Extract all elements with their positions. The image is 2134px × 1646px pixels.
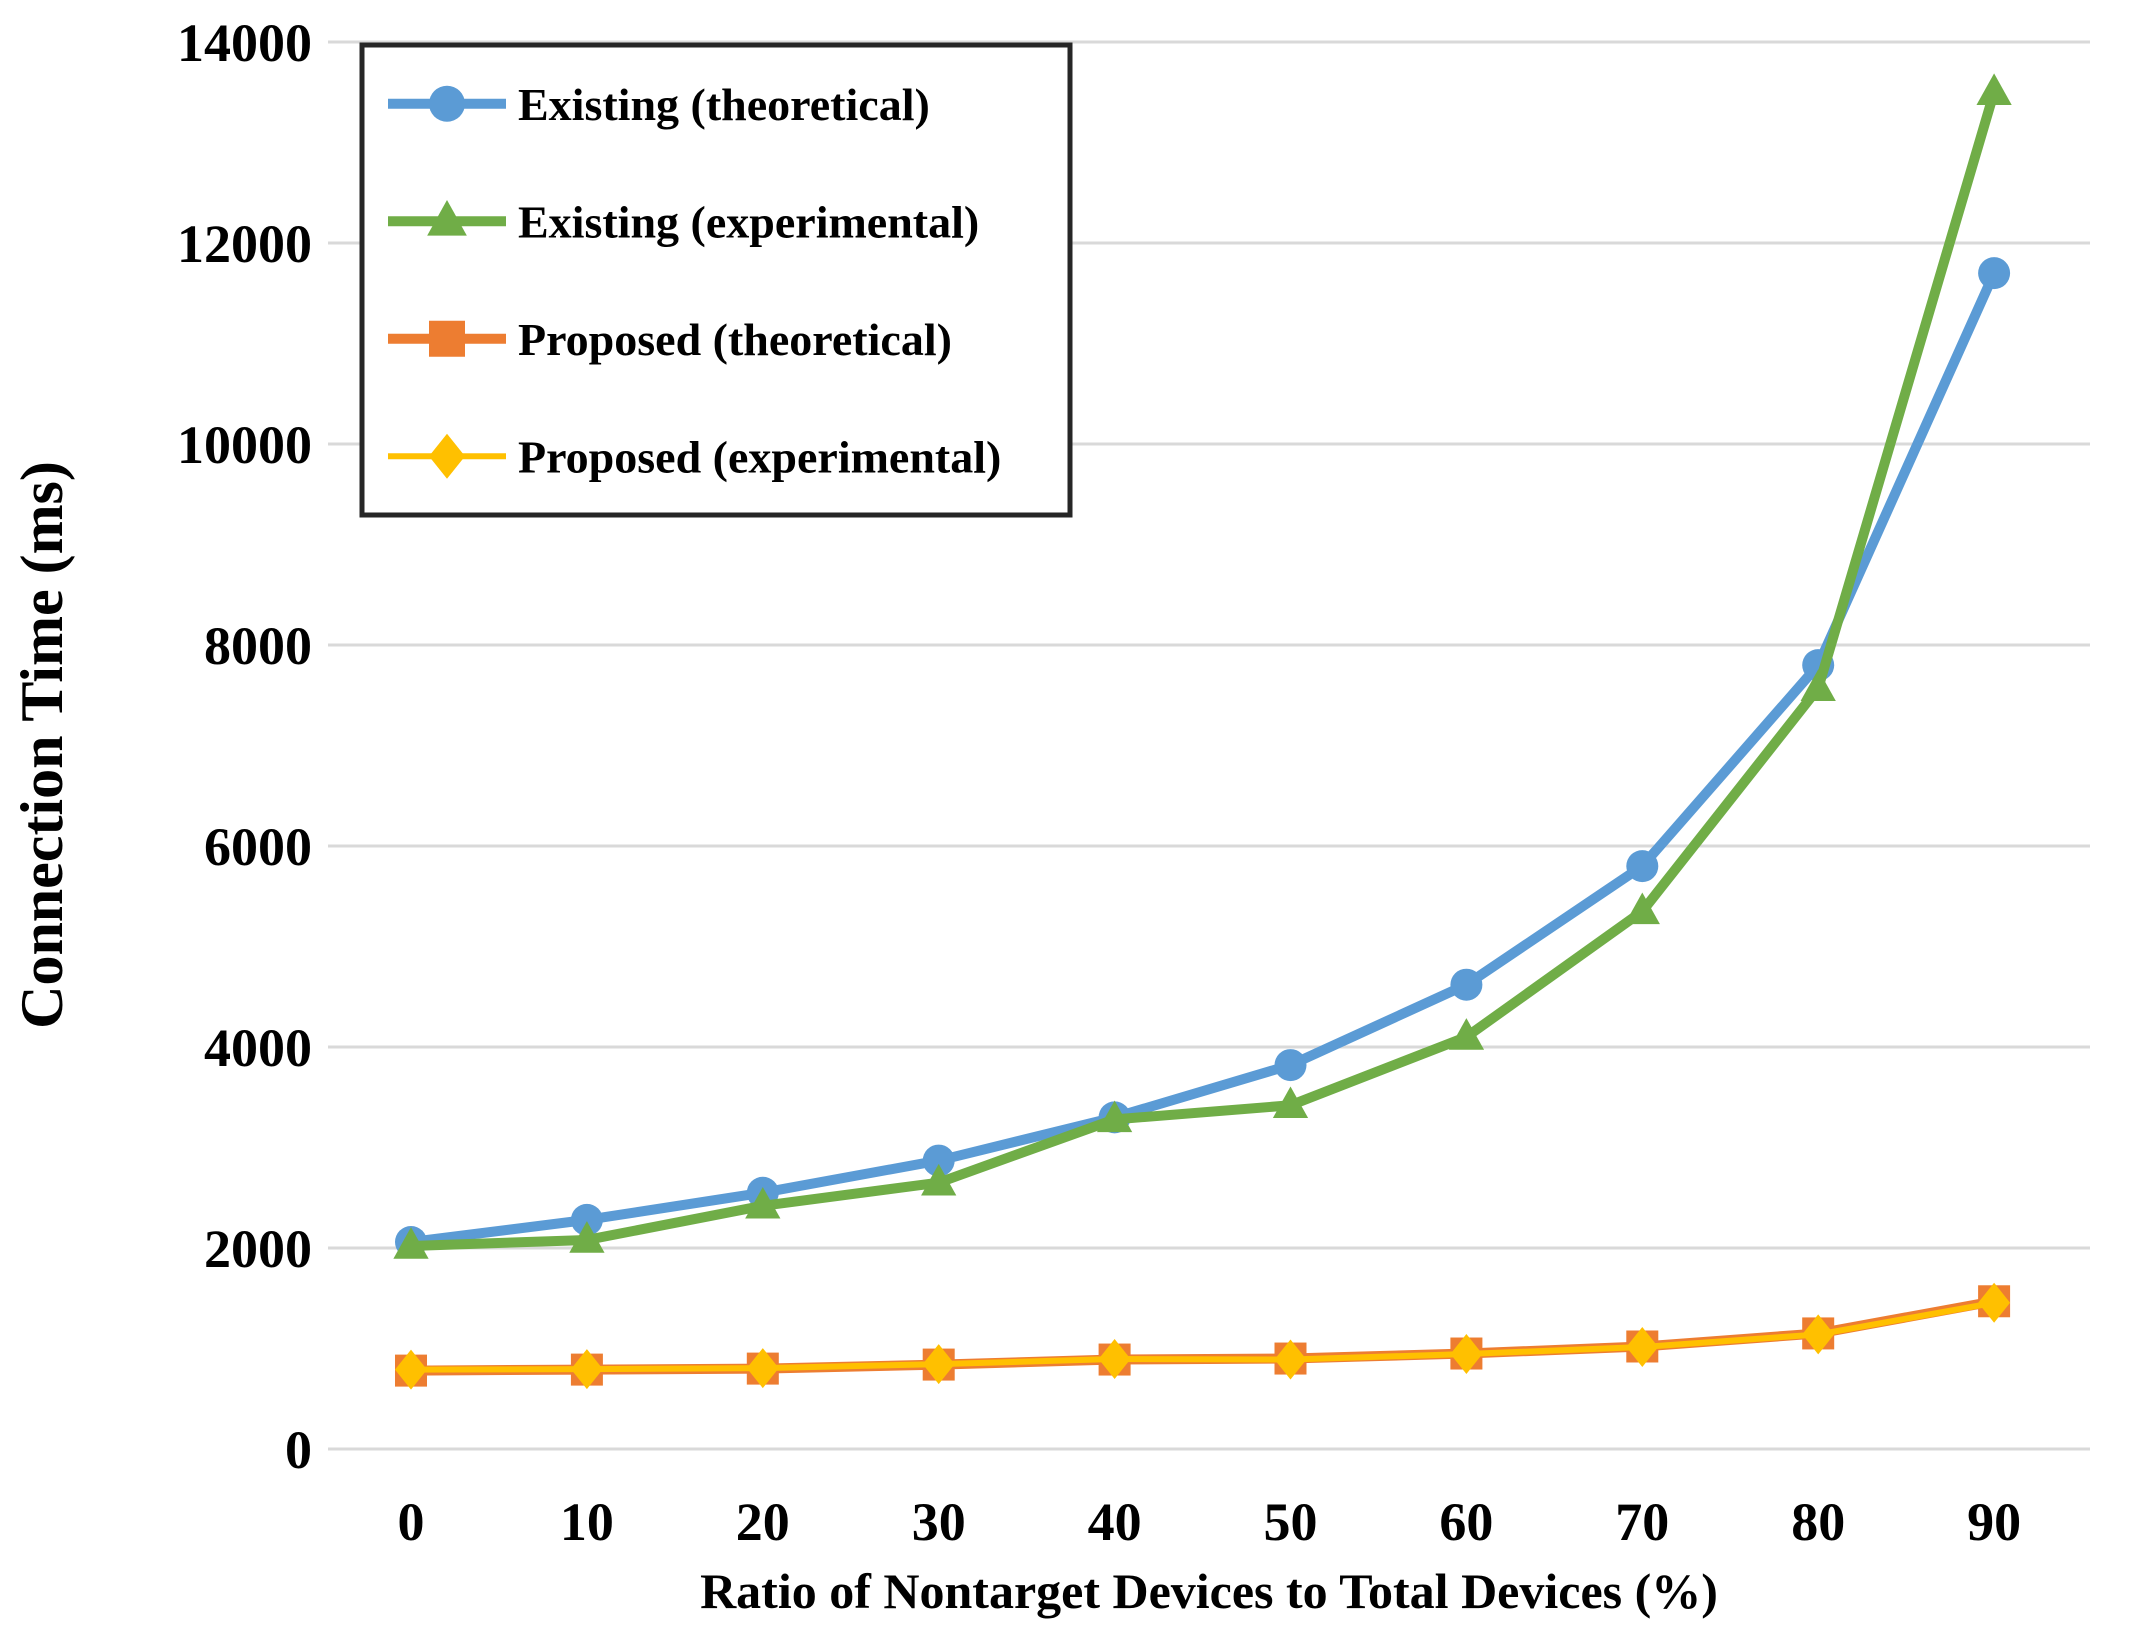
legend-marker-circle-icon [429,85,465,122]
marker-existing-experimental [921,1163,957,1196]
y-tick-label: 14000 [177,13,312,73]
y-axis-title: Connection Time (ms) [9,461,75,1029]
x-tick-label: 40 [1088,1492,1142,1552]
x-tick-label: 80 [1791,1492,1845,1552]
series-line-existing-theoretical [406,268,2000,1247]
series-group [393,73,2012,1390]
legend-item-existing-experimental: Existing (experimental) [388,196,979,247]
marker-existing-theoretical [1450,968,1483,1001]
x-tick-label: 90 [1967,1492,2021,1552]
marker-existing-theoretical [1626,850,1659,883]
y-tick-label: 6000 [204,817,312,877]
y-tick-label: 2000 [204,1219,312,1279]
series-proposed-experimental [395,1282,2011,1390]
marker-existing-experimental [569,1221,605,1253]
legend-label-proposed-theoretical: Proposed (theoretical) [518,314,952,365]
marker-existing-experimental [1624,892,1660,925]
legend: Existing (theoretical) Existing (experime… [359,42,1073,518]
legend-marker-diamond-icon [429,433,465,479]
marker-existing-experimental [745,1186,781,1219]
marker-proposed-experimental [1274,1339,1307,1380]
legend-label-proposed-experimental: Proposed (experimental) [518,431,1001,482]
marker-existing-theoretical [1978,257,2011,290]
y-tick-label: 12000 [177,214,312,274]
y-tick-label: 8000 [204,616,312,676]
x-tick-label: 70 [1615,1492,1669,1552]
marker-existing-experimental [1272,1086,1309,1119]
marker-existing-experimental [1800,669,1836,701]
y-tick-label: 0 [285,1420,312,1480]
legend-marker-square-icon [429,320,465,357]
marker-existing-experimental [1448,1018,1485,1050]
marker-existing-theoretical [570,1203,603,1236]
legend-item-proposed-theoretical: Proposed (theoretical) [388,314,952,365]
y-tick-label: 4000 [204,1018,312,1078]
marker-proposed-experimental [746,1348,779,1389]
x-tick-label: 60 [1439,1492,1493,1552]
x-axis-tick-labels: 0 10 20 30 40 50 60 70 80 90 [398,1492,2022,1552]
marker-existing-theoretical [1274,1049,1307,1082]
marker-proposed-experimental [1098,1339,1131,1380]
marker-existing-theoretical [922,1144,955,1177]
x-tick-label: 30 [912,1492,966,1552]
series-line-proposed-experimental [408,1299,1998,1373]
x-tick-label: 10 [560,1492,614,1552]
marker-existing-experimental [1976,73,2012,106]
marker-existing-experimental [1096,1100,1133,1133]
marker-proposed-experimental [1626,1326,1659,1367]
x-tick-label: 0 [398,1492,425,1552]
x-tick-label: 20 [736,1492,790,1552]
legend-marker-triangle-icon [427,200,467,236]
marker-proposed-experimental [1802,1314,1835,1355]
legend-label-existing-theoretical: Existing (theoretical) [518,79,930,130]
series-existing-experimental [393,73,2012,1259]
y-axis-tick-labels: 0 2000 4000 6000 8000 10000 12000 14000 [177,13,312,1480]
marker-proposed-experimental [570,1349,603,1390]
x-tick-label: 50 [1264,1492,1318,1552]
series-line-existing-experimental [406,87,2000,1251]
marker-proposed-experimental [922,1344,955,1385]
legend-label-existing-experimental: Existing (experimental) [518,196,979,247]
legend-item-existing-theoretical: Existing (theoretical) [388,79,930,130]
y-tick-label: 10000 [177,415,312,475]
legend-items-group: Existing (theoretical) Existing (experime… [388,79,1001,482]
marker-proposed-experimental [1978,1282,2011,1323]
legend-item-proposed-experimental: Proposed (experimental) [388,431,1001,482]
marker-proposed-experimental [395,1349,427,1390]
legend-box [359,42,1073,518]
marker-proposed-experimental [1450,1334,1483,1375]
x-axis-title: Ratio of Nontarget Devices to Total Devi… [700,1563,1718,1619]
marker-existing-experimental [393,1227,429,1259]
